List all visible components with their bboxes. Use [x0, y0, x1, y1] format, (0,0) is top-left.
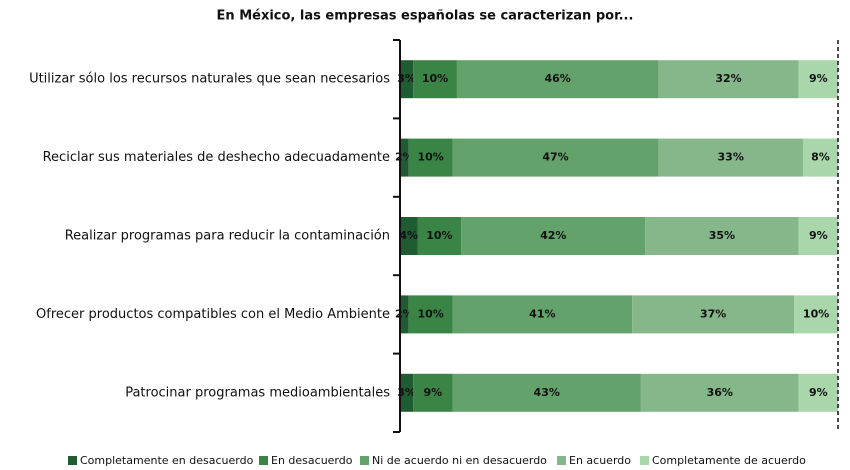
- bar-segment: [400, 217, 418, 255]
- bar-segment: [798, 217, 838, 255]
- y-tick-label: Ofrecer productos compatibles con el Med…: [36, 307, 390, 322]
- bar-segment: [802, 138, 838, 177]
- legend-swatch: [557, 456, 566, 465]
- bar-segment: [400, 373, 414, 412]
- bar-segment: [408, 138, 453, 177]
- data-label: 33%: [718, 151, 744, 164]
- legend-swatch: [259, 456, 268, 465]
- legend-label: En acuerdo: [569, 454, 631, 467]
- bar-segment: [658, 138, 803, 177]
- data-label: 9%: [809, 386, 828, 399]
- y-tick-label: Utilizar sólo los recursos naturales que…: [29, 72, 390, 87]
- data-label: 47%: [542, 151, 568, 164]
- bar-segment: [413, 60, 457, 99]
- data-label: 36%: [707, 386, 733, 399]
- legend-label: Completamente en desacuerdo: [80, 454, 254, 467]
- data-label: 10%: [417, 307, 443, 320]
- bar-segment: [632, 295, 795, 334]
- y-tick-label: Realizar programas para reducir la conta…: [65, 229, 390, 244]
- data-label: 9%: [809, 229, 828, 242]
- bar-segment: [798, 373, 838, 412]
- y-tick-label: Patrocinar programas medioambientales: [125, 385, 390, 400]
- bar-segment: [640, 373, 799, 412]
- data-label: 9%: [809, 72, 828, 85]
- data-label: 10%: [426, 229, 452, 242]
- data-label: 10%: [417, 151, 443, 164]
- bar-segment: [408, 295, 453, 334]
- data-label: 10%: [803, 307, 829, 320]
- data-label: 3%: [397, 386, 416, 399]
- data-label: 32%: [715, 72, 741, 85]
- bar-segment: [400, 60, 414, 99]
- legend-label: Completamente de acuerdo: [652, 454, 806, 467]
- bar-segment: [400, 295, 409, 334]
- data-label: 46%: [545, 72, 571, 85]
- bar-segment: [413, 373, 453, 412]
- data-label: 9%: [424, 386, 443, 399]
- y-tick-label: Reciclar sus materiales de deshecho adec…: [43, 150, 390, 165]
- bar-segment: [452, 138, 659, 177]
- data-label: 35%: [709, 229, 735, 242]
- bar-segment: [417, 217, 462, 255]
- bar-segment: [461, 217, 646, 255]
- data-label: 43%: [534, 386, 560, 399]
- data-label: 42%: [540, 229, 566, 242]
- chart-title: En México, las empresas españolas se car…: [217, 9, 634, 24]
- data-label: 8%: [811, 151, 830, 164]
- bar-segment: [400, 138, 409, 177]
- data-label: 3%: [397, 72, 416, 85]
- bar-segment: [456, 60, 659, 99]
- legend-swatch: [68, 456, 77, 465]
- bar-segment: [658, 60, 799, 99]
- bar-segment: [794, 295, 838, 334]
- data-label: 4%: [399, 229, 418, 242]
- data-label: 41%: [529, 307, 555, 320]
- bar-segment: [452, 373, 641, 412]
- legend-label: Ni de acuerdo ni en desacuerdo: [372, 454, 547, 467]
- bar-segment: [452, 295, 633, 334]
- data-label: 37%: [700, 307, 726, 320]
- legend-swatch: [360, 456, 369, 465]
- legend-label: En desacuerdo: [271, 454, 353, 467]
- legend-swatch: [640, 456, 649, 465]
- bar-segment: [798, 60, 838, 99]
- data-label: 10%: [422, 72, 448, 85]
- bar-segment: [645, 217, 799, 255]
